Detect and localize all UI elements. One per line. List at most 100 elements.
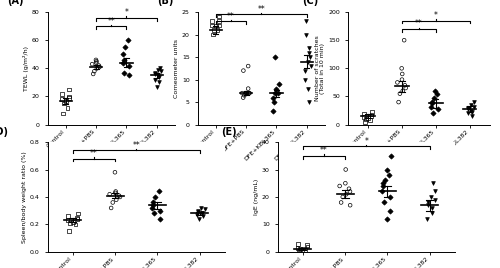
Point: [74, 211, 82, 215]
Text: (E): (E): [220, 126, 236, 136]
Point: [383, 217, 391, 221]
Point: [433, 92, 441, 96]
Point: [430, 189, 438, 193]
Point: [466, 103, 474, 107]
Point: [124, 73, 132, 77]
Point: [69, 219, 77, 224]
Text: **: **: [258, 5, 265, 14]
Point: [90, 69, 98, 73]
Point: [305, 50, 313, 55]
Point: [275, 82, 283, 86]
Point: [295, 248, 303, 253]
Point: [294, 241, 302, 246]
Point: [208, 23, 216, 28]
Point: [215, 19, 223, 23]
Point: [245, 91, 253, 95]
Point: [366, 118, 374, 122]
Point: [118, 61, 126, 65]
Point: [428, 206, 436, 210]
Point: [194, 210, 202, 214]
Point: [242, 91, 250, 95]
Point: [468, 109, 475, 113]
Point: [470, 100, 478, 104]
Point: [379, 181, 387, 185]
Point: [306, 46, 314, 50]
Point: [306, 64, 314, 68]
Point: [112, 198, 120, 202]
Point: [152, 72, 160, 76]
Point: [156, 217, 164, 221]
Point: [156, 189, 164, 193]
Point: [304, 100, 312, 104]
Point: [154, 68, 162, 72]
Point: [271, 55, 279, 59]
Point: [93, 66, 101, 70]
Point: [464, 111, 472, 116]
Point: [60, 101, 68, 106]
Point: [156, 69, 164, 73]
Point: [468, 110, 475, 114]
Point: [382, 178, 390, 183]
Point: [242, 91, 250, 95]
Point: [198, 211, 206, 215]
Point: [238, 91, 246, 95]
Text: **: **: [227, 12, 235, 20]
Point: [124, 63, 132, 68]
Point: [208, 19, 216, 23]
Point: [197, 206, 205, 210]
Point: [342, 167, 349, 172]
Point: [196, 217, 203, 221]
Point: [272, 87, 280, 91]
Point: [398, 72, 406, 76]
Point: [387, 154, 395, 158]
Point: [66, 87, 74, 92]
Point: [424, 217, 432, 221]
Point: [336, 184, 344, 188]
Point: [108, 200, 116, 205]
Point: [216, 14, 224, 19]
Point: [156, 66, 164, 70]
Point: [209, 32, 217, 37]
Point: [240, 93, 248, 98]
Point: [468, 114, 476, 118]
Point: [431, 198, 439, 202]
Point: [111, 170, 119, 174]
Text: (B): (B): [156, 0, 173, 6]
Point: [59, 111, 67, 116]
Point: [386, 209, 394, 213]
Point: [244, 64, 252, 68]
Point: [65, 94, 73, 99]
Text: **: **: [90, 149, 98, 158]
Point: [400, 38, 408, 42]
Y-axis label: Spleen/body weight ratio (%): Spleen/body weight ratio (%): [22, 151, 27, 243]
Point: [401, 83, 409, 87]
Point: [215, 23, 223, 28]
Point: [199, 214, 207, 218]
Point: [74, 217, 82, 221]
Point: [386, 173, 394, 177]
Point: [304, 243, 312, 247]
Point: [294, 246, 302, 250]
Point: [242, 91, 250, 95]
Point: [337, 200, 345, 205]
Point: [428, 101, 436, 105]
Point: [243, 91, 251, 95]
Point: [302, 77, 310, 82]
Point: [380, 200, 388, 205]
Point: [58, 97, 66, 101]
Point: [106, 192, 114, 196]
Point: [434, 107, 442, 111]
Point: [96, 65, 104, 69]
Point: [274, 91, 282, 95]
Point: [214, 28, 222, 32]
Point: [150, 203, 158, 207]
Point: [428, 211, 436, 215]
Point: [156, 80, 164, 85]
Point: [302, 32, 310, 37]
Point: [386, 195, 394, 199]
Point: [95, 63, 103, 68]
Point: [364, 116, 372, 120]
Point: [152, 195, 160, 199]
Point: [246, 91, 254, 95]
Point: [112, 189, 120, 193]
